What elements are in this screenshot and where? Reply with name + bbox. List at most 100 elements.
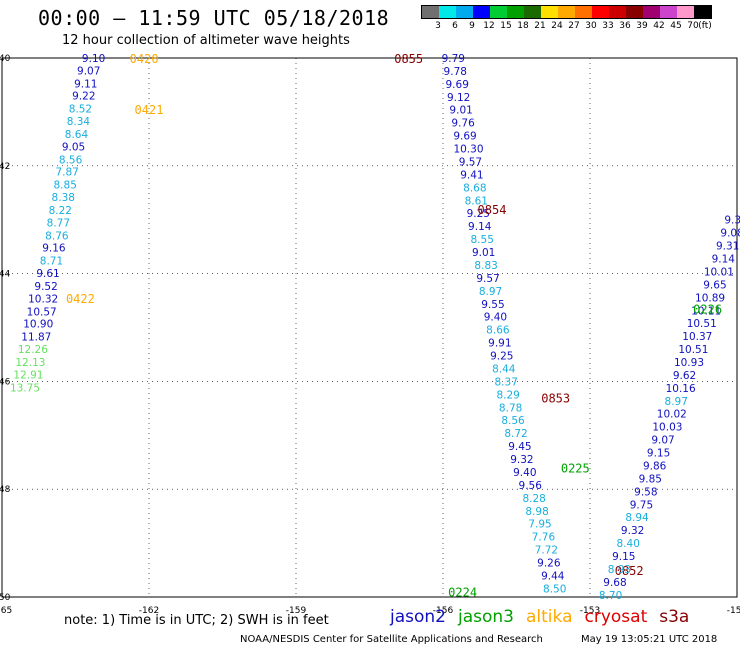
colorbar-swatch <box>422 6 439 18</box>
wave-height-label: 9.57 <box>476 273 499 285</box>
colorbar-swatch <box>541 6 558 18</box>
x-tick-label: -159 <box>286 606 307 616</box>
x-tick-label: -162 <box>139 606 159 616</box>
wave-height-label: 10.89 <box>695 292 725 304</box>
wave-height-label: 8.97 <box>665 396 688 408</box>
wave-height-label: 8.83 <box>474 260 497 272</box>
colorbar-tick-label: 70 <box>687 21 699 31</box>
wave-height-label: 9.56 <box>519 480 543 492</box>
y-tick-label: -50 <box>0 593 11 603</box>
wave-height-label: 9.40 <box>513 467 536 479</box>
wave-height-label: 9.07 <box>77 65 100 77</box>
wave-height-label: 10.30 <box>453 144 483 156</box>
wave-height-label: 8.70 <box>599 590 622 602</box>
colorbar-swatch <box>609 6 626 18</box>
wave-height-label: 10.03 <box>652 422 682 434</box>
footnote: note: 1) Time is in UTC; 2) SWH is in fe… <box>64 613 329 628</box>
wave-height-label: 9.69 <box>453 131 476 143</box>
colorbar-swatch <box>575 6 592 18</box>
wave-height-label: 8.28 <box>522 493 545 505</box>
colorbar-swatch <box>507 6 524 18</box>
wave-height-label: 12.26 <box>18 344 48 356</box>
wave-height-label: 8.38 <box>52 192 75 204</box>
wave-height-label: 9.69 <box>446 79 469 91</box>
colorbar-tick-label: 6 <box>452 21 458 31</box>
wave-height-label: 8.34 <box>67 116 91 128</box>
wave-height-label: 8.94 <box>625 512 649 524</box>
wave-height-label: 9.86 <box>643 460 667 472</box>
pass-time-label: 0852 <box>615 564 644 578</box>
wave-height-label: 8.93 <box>608 564 631 576</box>
wave-height-label: 9.76 <box>451 118 475 130</box>
colorbar-tick-label: 27 <box>568 21 580 31</box>
wave-height-label: 9.41 <box>460 169 483 181</box>
wave-height-label: 9.91 <box>488 338 511 350</box>
colorbar-swatch <box>473 6 490 18</box>
wave-height-label: 9.12 <box>447 92 470 104</box>
credit-line: NOAA/NESDIS Center for Satellite Applica… <box>240 634 543 645</box>
wave-height-label: 9.45 <box>508 441 531 453</box>
chart-title: 00:00 – 11:59 UTC 05/18/2018 <box>38 6 390 30</box>
wave-height-label: 8.97 <box>479 286 502 298</box>
wave-height-label: 9.31 <box>716 241 739 253</box>
pass-time-label: 0855 <box>394 52 423 66</box>
plot-frame <box>1 57 738 598</box>
wave-height-label: 9.65 <box>703 279 726 291</box>
wave-height-label: 8.77 <box>47 217 70 229</box>
wave-height-label: 9.55 <box>481 299 504 311</box>
wave-height-label: 9.14 <box>712 254 736 266</box>
wave-height-label: 7.76 <box>532 532 556 544</box>
wave-height-label: 8.37 <box>495 376 518 388</box>
colorbar-swatch <box>643 6 660 18</box>
wave-height-label: 9.25 <box>490 351 513 363</box>
wave-height-label: 9.10 <box>82 53 105 65</box>
wave-height-label: 11.87 <box>21 332 51 344</box>
legend-item-jason3: jason3 <box>458 607 514 627</box>
colorbar-tick-label: 21 <box>534 21 546 31</box>
wave-height-label: 9.85 <box>639 473 662 485</box>
x-tick-label: -156 <box>433 606 454 616</box>
wave-height-label: 8.29 <box>496 389 519 401</box>
wave-height-label: 10.32 <box>28 293 58 305</box>
wave-height-label: 9.57 <box>459 156 482 168</box>
colorbar-unit: (ft) <box>698 21 712 31</box>
colorbar-ticks: 3 6 9 12 15 18 21 24 27 30 33 36 39 42 45 70 (ft) <box>421 19 712 33</box>
wave-height-label: 9.78 <box>444 66 467 78</box>
colorbar-tick-label: 15 <box>500 21 512 31</box>
wave-height-label: 9.75 <box>630 499 653 511</box>
colorbar-tick-label: 9 <box>469 21 475 31</box>
pass-time-label: 0853 <box>541 392 570 406</box>
colorbar-tick-label: 18 <box>517 21 529 31</box>
wave-height-label: 9.32 <box>621 525 644 537</box>
wave-height-label: 9.01 <box>449 105 472 117</box>
wave-height-label: 10.37 <box>682 331 712 343</box>
colorbar-tick-label: 39 <box>636 21 648 31</box>
colorbar-swatch <box>694 6 711 18</box>
wave-height-label: 9.07 <box>651 435 674 447</box>
colorbar-swatch <box>490 6 507 18</box>
y-tick-label: -46 <box>0 377 11 387</box>
wave-height-label: 9.52 <box>34 281 57 293</box>
colorbar-swatches <box>421 5 712 19</box>
wave-height-label: 8.98 <box>525 506 548 518</box>
wave-height-label: 9.62 <box>673 370 696 382</box>
wave-height-label: 10.01 <box>704 266 734 278</box>
wave-height-label: 9.68 <box>603 577 626 589</box>
colorbar-swatch <box>456 6 473 18</box>
wave-height-label: 7.72 <box>535 545 558 557</box>
wave-height-label: 10.11 <box>691 305 721 317</box>
wave-height-label: 7.95 <box>528 519 551 531</box>
wave-height-label: 10.93 <box>674 357 704 369</box>
y-tick-label: -48 <box>0 485 11 495</box>
colorbar-tick-label: 12 <box>483 21 495 31</box>
pass-time-label: 0420 <box>130 52 159 66</box>
pass-time-label: 0224 <box>448 586 477 600</box>
wave-height-label: 9.40 <box>484 312 507 324</box>
legend-item-altika: altika <box>526 607 573 627</box>
colorbar-swatch <box>592 6 609 18</box>
wave-height-label: 9.32 <box>510 454 533 466</box>
wave-height-label: 8.55 <box>471 234 494 246</box>
wave-height-label: 9.58 <box>634 486 657 498</box>
wave-height-label: 8.78 <box>499 402 522 414</box>
